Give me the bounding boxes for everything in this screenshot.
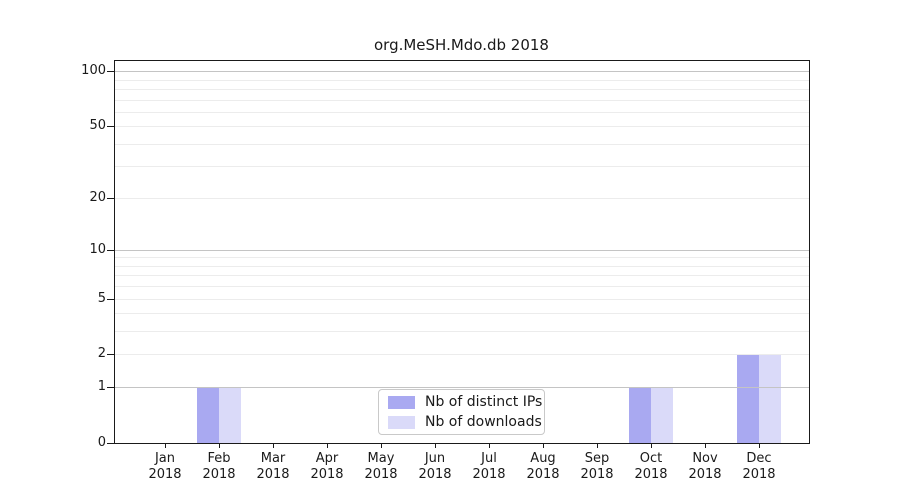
x-tick-9 <box>651 444 652 448</box>
y-gridline-minor-30 <box>115 166 809 168</box>
legend: Nb of distinct IPs Nb of downloads <box>378 389 545 435</box>
y-tick-2 <box>107 354 114 355</box>
x-tick-label-mar-2018: Mar 2018 <box>256 451 290 482</box>
y-tick-label-1: 1 <box>97 379 106 395</box>
x-tick-label-sep-2018: Sep 2018 <box>580 451 614 482</box>
legend-swatch-distinct-ips <box>388 395 415 409</box>
x-tick-label-jun-2018: Jun 2018 <box>418 451 452 482</box>
y-tick-label-2: 2 <box>97 346 106 362</box>
bar-downloads-dec-2018 <box>759 354 781 443</box>
y-gridline-minor-8 <box>115 265 809 267</box>
legend-label-downloads: Nb of downloads <box>425 414 542 430</box>
x-tick-4 <box>381 444 382 448</box>
bar-distinct-ips-oct-2018 <box>629 387 651 443</box>
y-gridline-minor-70 <box>115 99 809 101</box>
y-tick-50 <box>107 126 114 127</box>
x-tick-3 <box>327 444 328 448</box>
y-gridline-minor-40 <box>115 143 809 145</box>
bar-distinct-ips-feb-2018 <box>197 387 219 443</box>
y-gridline-minor-3 <box>115 331 809 333</box>
x-tick-10 <box>705 444 706 448</box>
x-tick-label-may-2018: May 2018 <box>364 451 398 482</box>
y-tick-100 <box>107 71 114 72</box>
x-tick-8 <box>597 444 598 448</box>
legend-item-distinct-ips: Nb of distinct IPs <box>379 394 544 410</box>
x-tick-0 <box>165 444 166 448</box>
plot-area <box>114 60 810 444</box>
y-tick-0 <box>107 443 114 444</box>
y-gridline-minor-9 <box>115 257 809 259</box>
y-gridline-minor-50 <box>115 126 809 128</box>
y-gridline-minor-5 <box>115 298 809 300</box>
x-tick-label-oct-2018: Oct 2018 <box>634 451 668 482</box>
x-tick-5 <box>435 444 436 448</box>
y-tick-label-20: 20 <box>89 189 106 205</box>
bar-downloads-oct-2018 <box>651 387 673 443</box>
y-tick-1 <box>107 387 114 388</box>
legend-swatch-downloads <box>388 415 415 429</box>
bar-downloads-feb-2018 <box>219 387 241 443</box>
y-tick-20 <box>107 198 114 199</box>
legend-label-distinct-ips: Nb of distinct IPs <box>425 394 543 410</box>
x-tick-label-dec-2018: Dec 2018 <box>742 451 776 482</box>
y-tick-label-10: 10 <box>89 241 106 257</box>
y-tick-label-100: 100 <box>81 63 106 79</box>
y-gridline-minor-20 <box>115 197 809 199</box>
y-gridline-minor-4 <box>115 313 809 315</box>
y-gridline-minor-6 <box>115 286 809 288</box>
y-gridline-minor-60 <box>115 111 809 113</box>
y-gridline-minor-7 <box>115 275 809 277</box>
y-gridline-minor-80 <box>115 88 809 90</box>
y-gridline-minor-90 <box>115 79 809 81</box>
y-tick-5 <box>107 299 114 300</box>
y-gridline-minor-2 <box>115 354 809 356</box>
x-tick-label-jan-2018: Jan 2018 <box>148 451 182 482</box>
x-tick-label-apr-2018: Apr 2018 <box>310 451 344 482</box>
x-tick-11 <box>759 444 760 448</box>
y-tick-label-5: 5 <box>97 290 106 306</box>
y-tick-label-0: 0 <box>97 435 106 450</box>
y-tick-label-50: 50 <box>89 118 106 134</box>
y-gridline-major-10 <box>115 249 809 251</box>
y-tick-10 <box>107 250 114 251</box>
x-tick-label-nov-2018: Nov 2018 <box>688 451 722 482</box>
x-tick-label-jul-2018: Jul 2018 <box>472 451 506 482</box>
x-tick-1 <box>219 444 220 448</box>
x-tick-6 <box>489 444 490 448</box>
chart-title: org.MeSH.Mdo.db 2018 <box>374 36 549 54</box>
x-tick-label-aug-2018: Aug 2018 <box>526 451 560 482</box>
bar-distinct-ips-dec-2018 <box>737 354 759 443</box>
y-gridline-major-1 <box>115 387 809 389</box>
x-tick-7 <box>543 444 544 448</box>
y-gridline-major-100 <box>115 71 809 73</box>
x-tick-2 <box>273 444 274 448</box>
legend-item-downloads: Nb of downloads <box>379 414 544 430</box>
x-tick-label-feb-2018: Feb 2018 <box>202 451 236 482</box>
